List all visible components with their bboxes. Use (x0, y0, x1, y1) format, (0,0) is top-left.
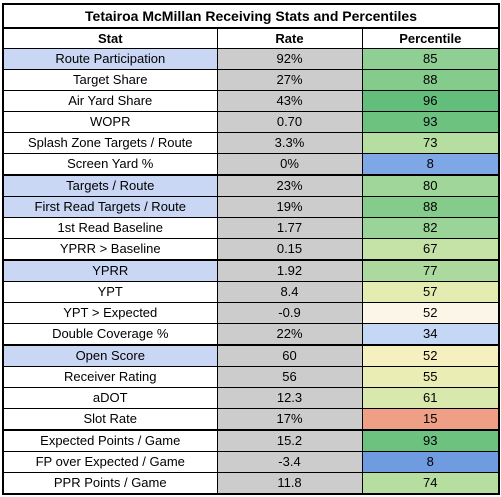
rate-cell: 92% (216, 48, 363, 70)
rate-cell: -0.9 (216, 302, 363, 324)
table-row: WOPR 0.70 93 (2, 111, 501, 133)
table-row: 1st Read Baseline 1.77 82 (2, 217, 501, 239)
column-header-rate: Rate (216, 27, 363, 49)
rate-cell: 12.3 (216, 387, 363, 409)
percentile-cell: 77 (361, 259, 501, 282)
rate-cell: 0.15 (216, 238, 363, 261)
percentile-cell: 8 (361, 153, 501, 176)
table-row: YPT > Expected -0.9 52 (2, 302, 501, 324)
table-row: Screen Yard % 0% 8 (2, 153, 501, 176)
table-row: Double Coverage % 22% 34 (2, 323, 501, 346)
percentile-cell: 93 (361, 429, 501, 452)
percentile-cell: 85 (361, 48, 501, 70)
stat-cell: Targets / Route (2, 174, 218, 197)
stat-cell: Screen Yard % (2, 153, 218, 176)
stat-cell: Receiver Rating (2, 366, 218, 388)
stat-cell: Splash Zone Targets / Route (2, 132, 218, 154)
stat-cell: YPT (2, 281, 218, 303)
rate-cell: 56 (216, 366, 363, 388)
rate-cell: 0.70 (216, 111, 363, 133)
stat-cell: aDOT (2, 387, 218, 409)
rate-cell: -3.4 (216, 451, 363, 473)
table-row: Receiver Rating 56 55 (2, 366, 501, 388)
title-row: Tetairoa McMillan Receiving Stats and Pe… (1, 3, 501, 29)
table-row: PPR Points / Game 11.8 74 (2, 472, 501, 495)
stat-cell: YPRR > Baseline (2, 238, 218, 261)
stat-cell: Slot Rate (2, 408, 218, 431)
percentile-cell: 52 (361, 344, 501, 367)
percentile-cell: 80 (361, 174, 501, 197)
rate-cell: 15.2 (216, 429, 363, 452)
table-row: FP over Expected / Game -3.4 8 (2, 451, 501, 473)
percentile-cell: 93 (361, 111, 501, 133)
rate-cell: 11.8 (216, 472, 363, 495)
percentile-cell: 82 (361, 217, 501, 239)
percentile-cell: 55 (361, 366, 501, 388)
table-row: Open Score 60 52 (2, 344, 501, 367)
rate-cell: 1.77 (216, 217, 363, 239)
percentile-cell: 61 (361, 387, 501, 409)
rate-cell: 17% (216, 408, 363, 431)
stat-cell: 1st Read Baseline (2, 217, 218, 239)
rate-cell: 19% (216, 196, 363, 218)
percentile-cell: 73 (361, 132, 501, 154)
rate-cell: 43% (216, 90, 363, 112)
table-row: First Read Targets / Route 19% 88 (2, 196, 501, 218)
rate-cell: 3.3% (216, 132, 363, 154)
percentile-cell: 34 (361, 323, 501, 346)
stat-cell: First Read Targets / Route (2, 196, 218, 218)
stat-cell: Double Coverage % (2, 323, 218, 346)
table-row: Target Share 27% 88 (2, 69, 501, 91)
percentile-cell: 67 (361, 238, 501, 261)
stat-cell: YPRR (2, 259, 218, 282)
percentile-cell: 88 (361, 69, 501, 91)
table-row: YPRR 1.92 77 (2, 259, 501, 282)
column-header-stat: Stat (2, 27, 218, 49)
column-header-percentile: Percentile (361, 27, 501, 49)
rate-cell: 22% (216, 323, 363, 346)
rate-cell: 0% (216, 153, 363, 176)
rate-cell: 27% (216, 69, 363, 91)
table-row: Splash Zone Targets / Route 3.3% 73 (2, 132, 501, 154)
rate-cell: 23% (216, 174, 363, 197)
percentile-cell: 88 (361, 196, 501, 218)
stats-table-container: Tetairoa McMillan Receiving Stats and Pe… (1, 3, 501, 495)
rate-cell: 1.92 (216, 259, 363, 282)
stat-cell: Expected Points / Game (2, 429, 218, 452)
table-row: YPT 8.4 57 (2, 281, 501, 303)
percentile-cell: 52 (361, 302, 501, 324)
stats-table: Tetairoa McMillan Receiving Stats and Pe… (1, 3, 501, 495)
percentile-cell: 8 (361, 451, 501, 473)
percentile-cell: 74 (361, 472, 501, 495)
table-row: YPRR > Baseline 0.15 67 (2, 238, 501, 261)
table-row: Air Yard Share 43% 96 (2, 90, 501, 112)
stat-cell: Air Yard Share (2, 90, 218, 112)
header-row: Stat Rate Percentile (2, 27, 501, 49)
percentile-cell: 15 (361, 408, 501, 431)
stat-cell: FP over Expected / Game (2, 451, 218, 473)
table-row: aDOT 12.3 61 (2, 387, 501, 409)
percentile-cell: 96 (361, 90, 501, 112)
percentile-cell: 57 (361, 281, 501, 303)
stat-cell: YPT > Expected (2, 302, 218, 324)
stat-cell: PPR Points / Game (2, 472, 218, 495)
rate-cell: 60 (216, 344, 363, 367)
table-body: Route Participation 92% 85 Target Share 27% 8… (2, 48, 501, 495)
stat-cell: WOPR (2, 111, 218, 133)
stat-cell: Open Score (2, 344, 218, 367)
table-row: Expected Points / Game 15.2 93 (2, 429, 501, 452)
table-row: Slot Rate 17% 15 (2, 408, 501, 431)
rate-cell: 8.4 (216, 281, 363, 303)
table-row: Route Participation 92% 85 (2, 48, 501, 70)
stat-cell: Route Participation (2, 48, 218, 70)
stat-cell: Target Share (2, 69, 218, 91)
table-row: Targets / Route 23% 80 (2, 174, 501, 197)
table-title: Tetairoa McMillan Receiving Stats and Pe… (1, 3, 501, 29)
